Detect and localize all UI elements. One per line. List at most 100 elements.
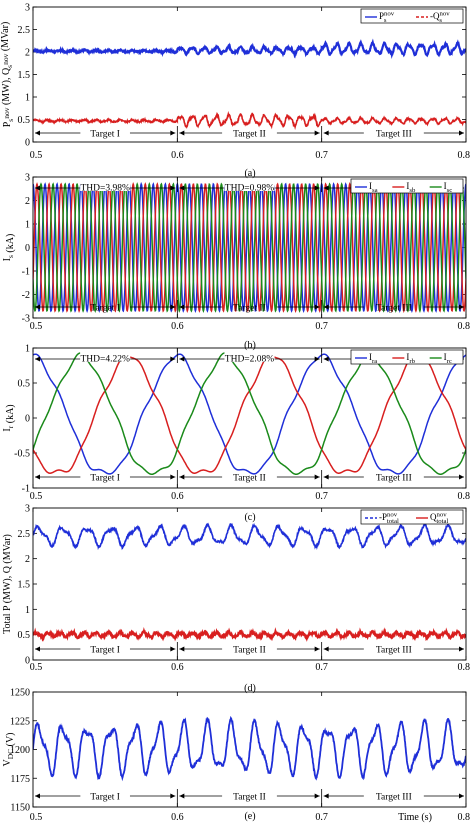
panel-caption: (c) [244, 512, 255, 523]
legend-label: Irc [444, 352, 452, 365]
x-tick-label: 0.6 [171, 812, 184, 823]
target-label: Target III [376, 793, 412, 803]
target-arrow-head-right [314, 793, 320, 799]
y-tick-label: -1 [22, 267, 30, 278]
target-label: Target II [233, 304, 266, 314]
y-tick-label: 2.5 [18, 25, 31, 36]
target-arrow-head-right [314, 474, 320, 480]
y-axis-title-text: Psnov (MW), Qsnov (MVar) [0, 22, 15, 128]
x-tick-label: 0.7 [315, 150, 328, 161]
y-tick-label: 1225 [10, 716, 30, 727]
y-axis-title: VDC (V) [2, 732, 16, 766]
y-tick-label: 1.5 [18, 580, 31, 591]
legend-label: Qnov total [430, 511, 448, 525]
x-tick-label: 0.8 [458, 491, 471, 502]
y-tick-label: 1250 [10, 688, 30, 699]
x-tick-label: 0.7 [315, 491, 328, 502]
plot-area [33, 522, 466, 642]
target-label: Target II [233, 130, 266, 140]
y-tick-label: 2 [25, 48, 30, 59]
target-arrow-head-left [179, 304, 185, 310]
legend-label: Pnov s [379, 10, 395, 24]
legend-label: Isc [444, 181, 453, 194]
y-tick-label: 0 [25, 138, 30, 149]
y-tick-label: -0.5 [14, 449, 30, 460]
target-arrow-head-right [170, 474, 176, 480]
y-axis-title: Psnov (MW), Qsnov (MVar) [0, 22, 15, 128]
thd-arrow-head-left [35, 185, 40, 191]
target-label: Target II [233, 646, 266, 656]
legend-box [360, 509, 464, 525]
plot-area [33, 38, 466, 131]
y-axis-title: Is (kA) [2, 234, 16, 262]
legend-label: -Pnov total [379, 511, 399, 525]
target-arrow-head-left [35, 646, 40, 652]
plot-area [33, 715, 466, 782]
thd-label: THD=2.08% [225, 355, 275, 365]
target-arrow-head-right [314, 646, 320, 652]
plot-frame [32, 691, 467, 808]
target-arrow-head-right [314, 130, 320, 136]
target-arrow-head-left [35, 474, 40, 480]
thd-arrow-head-right [170, 185, 176, 191]
x-tick-label: 0.6 [171, 491, 184, 502]
chart-panel-5: 1150 1175 1200 1225 1250 0.5 0.6 0.7 0.8 Target I… [2, 688, 470, 824]
series-line-c [33, 181, 466, 314]
series-line-Ptotal [33, 522, 466, 551]
series-line-Ps [33, 38, 466, 59]
y-tick-label: 2 [25, 554, 30, 565]
y-tick-label: 0 [25, 414, 30, 425]
panel-caption: (a) [244, 168, 255, 179]
target-arrow-head-right [170, 304, 176, 310]
y-tick-label: 1200 [10, 745, 30, 756]
thd-arrow-head-right [170, 356, 176, 362]
x-tick-label: 0.7 [315, 662, 328, 673]
y-tick-label: 0 [25, 243, 30, 254]
x-tick-label: 0.8 [458, 321, 471, 332]
target-arrow-head-left [179, 646, 185, 652]
series-line-Qtotal [33, 627, 466, 642]
x-tick-label: 0.5 [30, 321, 43, 332]
y-tick-label: 3 [25, 3, 30, 14]
plot-frame [32, 176, 467, 319]
target-arrow-head-right [170, 130, 176, 136]
y-tick-label: 1150 [10, 803, 30, 814]
y-axis-title-text: VDC (V) [2, 732, 16, 766]
y-tick-label: 1 [25, 220, 30, 231]
target-label: Target II [233, 474, 266, 484]
target-arrow-head-right [459, 646, 464, 652]
x-tick-label: 0.7 [315, 812, 328, 823]
target-arrow-head-right [459, 130, 464, 136]
panel-caption: (b) [244, 340, 256, 351]
legend-label: Ira [369, 352, 377, 365]
target-label: Target III [376, 646, 412, 656]
legend-label: -Qnov s [430, 10, 450, 24]
y-tick-label: 2.5 [18, 529, 31, 540]
x-tick-label: 0.5 [30, 491, 43, 502]
target-arrow-head-left [323, 304, 329, 310]
target-arrow-head-left [35, 130, 40, 136]
legend-box [350, 178, 464, 194]
thd-arrow-head-left [323, 356, 329, 362]
target-label: Target I [90, 474, 120, 484]
thd-label-bg [224, 352, 275, 362]
y-axis-title-text: Total P (MW), Q (MVar) [2, 534, 13, 634]
thd-arrow-head-left [179, 356, 185, 362]
target-arrow-head-left [323, 474, 329, 480]
target-arrow-head-left [179, 130, 185, 136]
plot-frame [32, 6, 467, 143]
panel-caption: (d) [244, 683, 256, 694]
target-arrow-head-left [323, 793, 329, 799]
y-tick-label: 1 [25, 344, 30, 355]
y-tick-label: 3 [25, 173, 30, 184]
target-arrow-head-right [314, 304, 320, 310]
target-label: Target I [90, 130, 120, 140]
x-tick-label: 0.6 [171, 321, 184, 332]
x-tick-label: 0.6 [171, 150, 184, 161]
target-arrow-head-left [323, 646, 329, 652]
thd-arrow-head-left [323, 185, 329, 191]
target-arrow-head-left [179, 793, 185, 799]
target-arrow-head-left [35, 793, 40, 799]
y-tick-label: 2 [25, 196, 30, 207]
legend-label: Isa [369, 181, 378, 194]
